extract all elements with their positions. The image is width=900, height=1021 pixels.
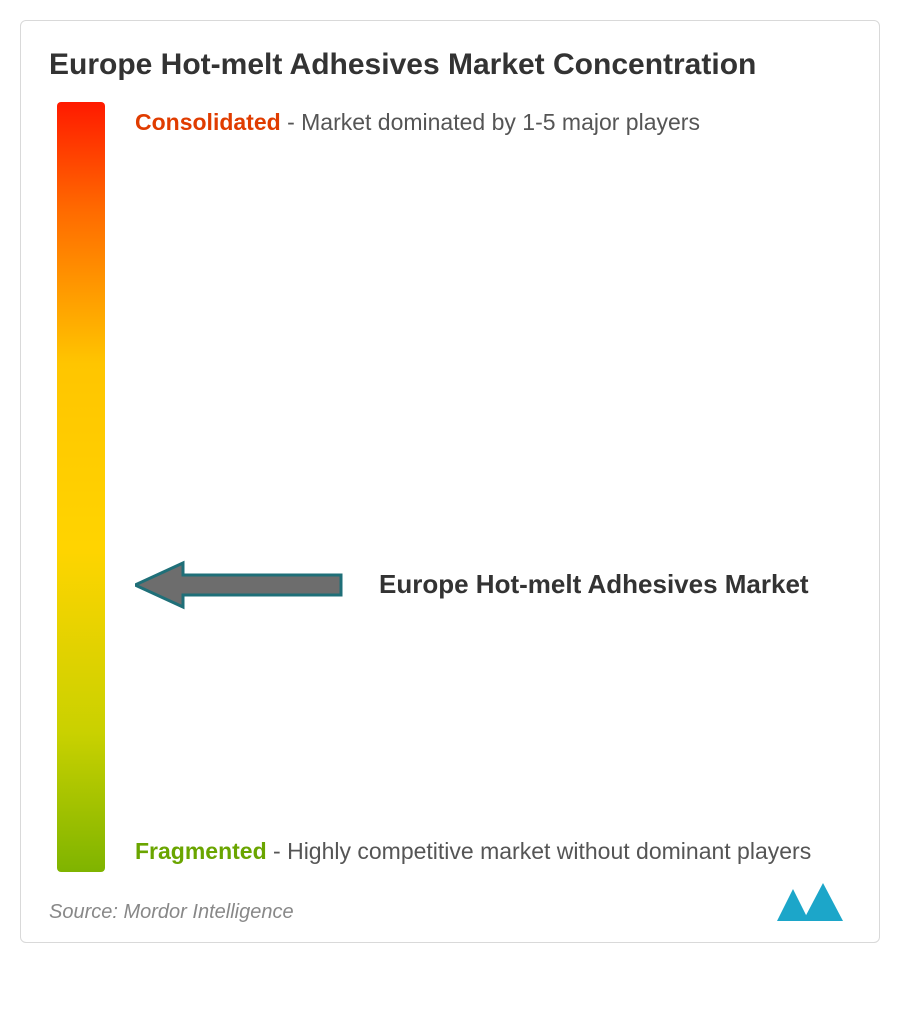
gradient-bar-wrap	[49, 102, 113, 872]
consolidated-label: Consolidated	[135, 109, 281, 135]
right-column: Consolidated - Market dominated by 1-5 m…	[113, 102, 851, 872]
consolidated-definition: Consolidated - Market dominated by 1-5 m…	[135, 102, 851, 143]
mordor-logo	[773, 883, 851, 928]
concentration-card: Europe Hot-melt Adhesives Market Concent…	[20, 20, 880, 943]
spacer	[135, 640, 851, 831]
concentration-gradient-bar	[57, 102, 105, 872]
arrow-left-icon	[135, 560, 345, 610]
fragmented-desc: - Highly competitive market without domi…	[273, 838, 811, 864]
consolidated-desc: - Market dominated by 1-5 major players	[287, 109, 700, 135]
card-title: Europe Hot-melt Adhesives Market Concent…	[49, 45, 851, 84]
fragmented-definition: Fragmented - Highly competitive market w…	[135, 831, 851, 872]
source-attribution: Source: Mordor Intelligence	[49, 901, 294, 924]
card-body: Consolidated - Market dominated by 1-5 m…	[49, 102, 851, 872]
market-marker-row: Europe Hot-melt Adhesives Market	[135, 560, 851, 610]
fragmented-label: Fragmented	[135, 838, 267, 864]
market-name-label: Europe Hot-melt Adhesives Market	[345, 567, 809, 602]
spacer	[135, 143, 851, 549]
logo-icon	[773, 883, 851, 923]
marker-arrow-box	[135, 560, 345, 610]
